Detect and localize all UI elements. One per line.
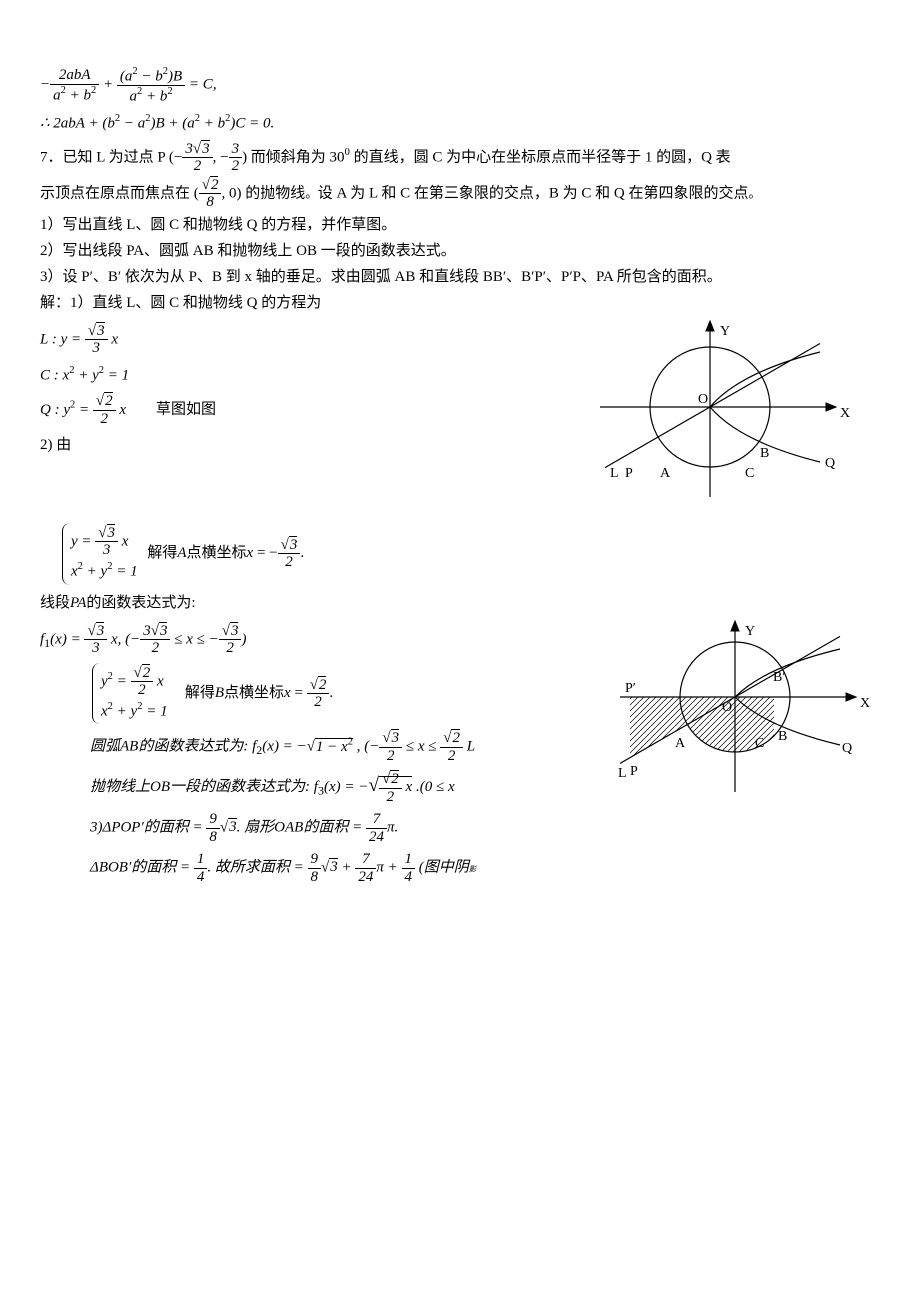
sol3-line2: ΔBOB′的面积 = 14. 故所求面积 = 98√3 + 724π + 14 … — [90, 851, 600, 885]
svg-text:P′: P′ — [625, 681, 636, 696]
svg-text:Q: Q — [825, 456, 835, 471]
eq-L: L : y = √33 x — [40, 323, 580, 357]
svg-text:Y: Y — [720, 324, 730, 339]
sol2-intro: 2) 由 — [40, 433, 580, 457]
eq-C: C : x2 + y2 = 1 — [40, 363, 580, 387]
svg-text:B′: B′ — [773, 670, 785, 685]
svg-text:C: C — [755, 736, 764, 751]
svg-text:C: C — [745, 466, 754, 481]
problem-7-q2: 2）写出线段 PA、圆弧 AB 和抛物线上 OB 一段的函数表达式。 — [40, 239, 880, 263]
svg-text:P: P — [630, 764, 638, 779]
svg-text:A: A — [675, 736, 686, 751]
svg-text:Q: Q — [842, 741, 852, 756]
figure-2: Y X O Q LP P′ A B′ BC — [610, 617, 870, 817]
svg-text:O: O — [722, 700, 732, 715]
svg-text:P: P — [625, 466, 633, 481]
f3: 抛物线上OB一段的函数表达式为: f3(x) = −√√22 x .(0 ≤ x — [90, 770, 600, 805]
system-1: y = √33 x x2 + y2 = 1 解得A点横坐标x = −√32. — [60, 523, 880, 585]
problem-7-q3: 3）设 P′、B′ 依次为从 P、B 到 x 轴的垂足。求由圆弧 AB 和直线段… — [40, 265, 880, 289]
problem-7-q1: 1）写出直线 L、圆 C 和抛物线 Q 的方程，并作草图。 — [40, 213, 880, 237]
svg-text:O: O — [698, 392, 708, 407]
svg-text:L: L — [610, 466, 619, 481]
eq-Q: Q : y2 = √22 x 草图如图 — [40, 393, 580, 427]
problem-7-line-a: 7．已知 L 为过点 P (−3√32, −32) 而倾斜角为 300 的直线，… — [40, 141, 880, 175]
svg-text:B: B — [760, 446, 769, 461]
problem-7-line-b: 示顶点在原点而焦点在 (√28, 0) 的抛物线。设 A 为 L 和 C 在第三… — [40, 177, 880, 211]
svg-text:B: B — [778, 729, 787, 744]
f1: f1(x) = √33 x, (−3√32 ≤ x ≤ −√32) — [40, 623, 600, 657]
f2: 圆弧AB的函数表达式为: f2(x) = −√1 − x2 , (−√32 ≤ … — [90, 730, 600, 764]
equation-top-2: ∴ 2abA + (b2 − a2)B + (a2 + b2)C = 0. — [40, 111, 880, 135]
sol3-line1: 3)ΔPOP′的面积 = 98√3. 扇形OAB的面积 = 724π. — [90, 811, 600, 845]
svg-text:A: A — [660, 466, 671, 481]
segment-PA-label: 线段PA的函数表达式为: — [40, 591, 880, 615]
system-2: y2 = √22 x x2 + y2 = 1 解得B点横坐标x = √22. — [90, 663, 600, 725]
equation-top-1: −2abAa2 + b2 + (a2 − b2)Ba2 + b2 = C, — [40, 66, 880, 105]
solution-intro: 解：1）直线 L、圆 C 和抛物线 Q 的方程为 — [40, 291, 880, 315]
svg-text:L: L — [618, 766, 627, 781]
svg-text:X: X — [860, 696, 870, 711]
svg-text:X: X — [840, 406, 850, 421]
figure-1: Y X O Q LP A BC — [590, 317, 850, 517]
svg-text:Y: Y — [745, 624, 755, 639]
